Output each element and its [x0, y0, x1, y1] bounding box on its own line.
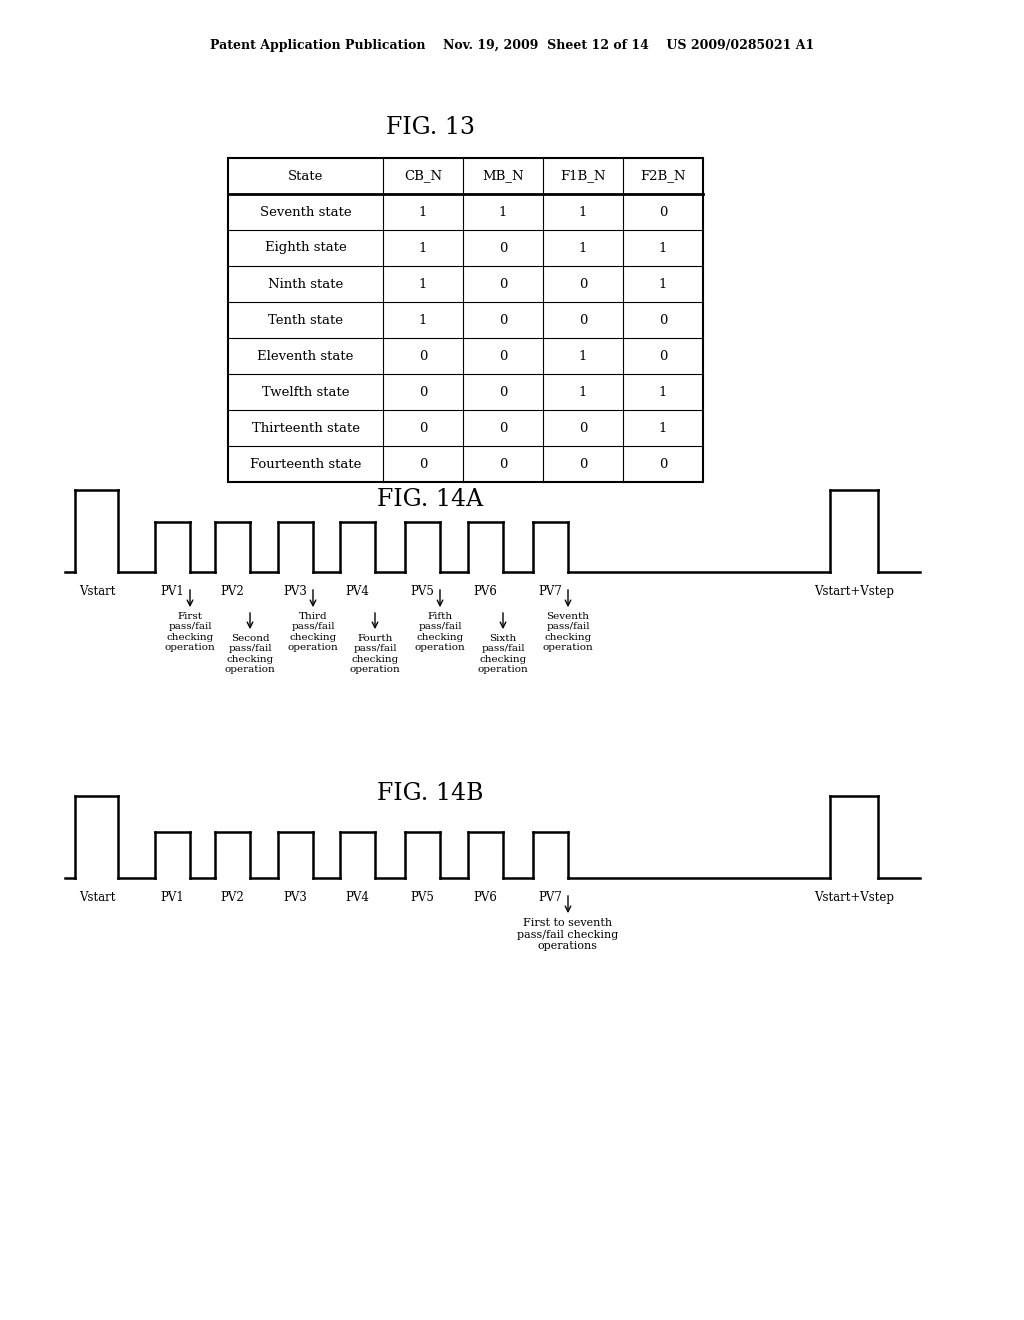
- Text: PV2: PV2: [220, 891, 244, 904]
- Text: PV2: PV2: [220, 585, 244, 598]
- Text: 0: 0: [419, 421, 427, 434]
- Text: Fourteenth state: Fourteenth state: [250, 458, 361, 470]
- Text: Twelfth state: Twelfth state: [262, 385, 349, 399]
- Text: Eighth state: Eighth state: [264, 242, 346, 255]
- Text: Seventh state: Seventh state: [260, 206, 351, 219]
- Text: PV3: PV3: [283, 585, 307, 598]
- Text: 0: 0: [499, 458, 507, 470]
- Text: 0: 0: [419, 350, 427, 363]
- Text: Vstart: Vstart: [79, 891, 115, 904]
- Text: PV1: PV1: [160, 585, 184, 598]
- Text: 0: 0: [419, 458, 427, 470]
- Text: Ninth state: Ninth state: [268, 277, 343, 290]
- Text: 0: 0: [658, 458, 668, 470]
- Text: Second
pass/fail
checking
operation: Second pass/fail checking operation: [224, 634, 275, 675]
- Text: FIG. 14B: FIG. 14B: [377, 781, 483, 804]
- Text: PV4: PV4: [345, 585, 369, 598]
- Text: 1: 1: [419, 314, 427, 326]
- Text: 1: 1: [499, 206, 507, 219]
- Text: Vstart+Vstep: Vstart+Vstep: [814, 891, 894, 904]
- Text: 1: 1: [579, 242, 587, 255]
- Text: 0: 0: [499, 242, 507, 255]
- Text: Patent Application Publication    Nov. 19, 2009  Sheet 12 of 14    US 2009/02850: Patent Application Publication Nov. 19, …: [210, 38, 814, 51]
- Text: Fifth
pass/fail
checking
operation: Fifth pass/fail checking operation: [415, 612, 465, 652]
- Text: PV5: PV5: [410, 585, 434, 598]
- Text: Eleventh state: Eleventh state: [257, 350, 353, 363]
- Text: 1: 1: [419, 206, 427, 219]
- Text: 0: 0: [499, 314, 507, 326]
- Text: 1: 1: [419, 242, 427, 255]
- Text: MB_N: MB_N: [482, 169, 524, 182]
- Text: F2B_N: F2B_N: [640, 169, 686, 182]
- Text: Seventh
pass/fail
checking
operation: Seventh pass/fail checking operation: [543, 612, 593, 652]
- Text: CB_N: CB_N: [403, 169, 442, 182]
- Text: PV5: PV5: [410, 891, 434, 904]
- Text: Third
pass/fail
checking
operation: Third pass/fail checking operation: [288, 612, 338, 652]
- Text: 0: 0: [499, 350, 507, 363]
- Text: PV7: PV7: [538, 891, 562, 904]
- Text: 0: 0: [419, 385, 427, 399]
- Text: 0: 0: [579, 314, 587, 326]
- Text: 0: 0: [658, 350, 668, 363]
- Text: 0: 0: [579, 421, 587, 434]
- Text: 0: 0: [579, 277, 587, 290]
- Text: 1: 1: [658, 277, 668, 290]
- Text: F1B_N: F1B_N: [560, 169, 606, 182]
- Text: PV6: PV6: [473, 585, 497, 598]
- Text: 1: 1: [658, 385, 668, 399]
- Text: 1: 1: [419, 277, 427, 290]
- Text: 0: 0: [499, 385, 507, 399]
- Text: PV1: PV1: [160, 891, 184, 904]
- Text: First to seventh
pass/fail checking
operations: First to seventh pass/fail checking oper…: [517, 917, 618, 952]
- Text: Vstart: Vstart: [79, 585, 115, 598]
- Text: 0: 0: [499, 421, 507, 434]
- Bar: [228, 158, 703, 482]
- Text: 1: 1: [579, 206, 587, 219]
- Text: FIG. 14A: FIG. 14A: [377, 488, 483, 511]
- Text: 1: 1: [579, 385, 587, 399]
- Text: Tenth state: Tenth state: [268, 314, 343, 326]
- Text: Fourth
pass/fail
checking
operation: Fourth pass/fail checking operation: [349, 634, 400, 675]
- Text: 1: 1: [579, 350, 587, 363]
- Text: State: State: [288, 169, 324, 182]
- Text: 0: 0: [499, 277, 507, 290]
- Text: FIG. 13: FIG. 13: [385, 116, 474, 140]
- Text: Thirteenth state: Thirteenth state: [252, 421, 359, 434]
- Text: 0: 0: [658, 206, 668, 219]
- Text: PV4: PV4: [345, 891, 369, 904]
- Text: PV6: PV6: [473, 891, 497, 904]
- Text: PV7: PV7: [538, 585, 562, 598]
- Text: Sixth
pass/fail
checking
operation: Sixth pass/fail checking operation: [477, 634, 528, 675]
- Text: PV3: PV3: [283, 891, 307, 904]
- Text: 0: 0: [658, 314, 668, 326]
- Text: First
pass/fail
checking
operation: First pass/fail checking operation: [165, 612, 215, 652]
- Text: 1: 1: [658, 421, 668, 434]
- Text: Vstart+Vstep: Vstart+Vstep: [814, 585, 894, 598]
- Text: 1: 1: [658, 242, 668, 255]
- Text: 0: 0: [579, 458, 587, 470]
